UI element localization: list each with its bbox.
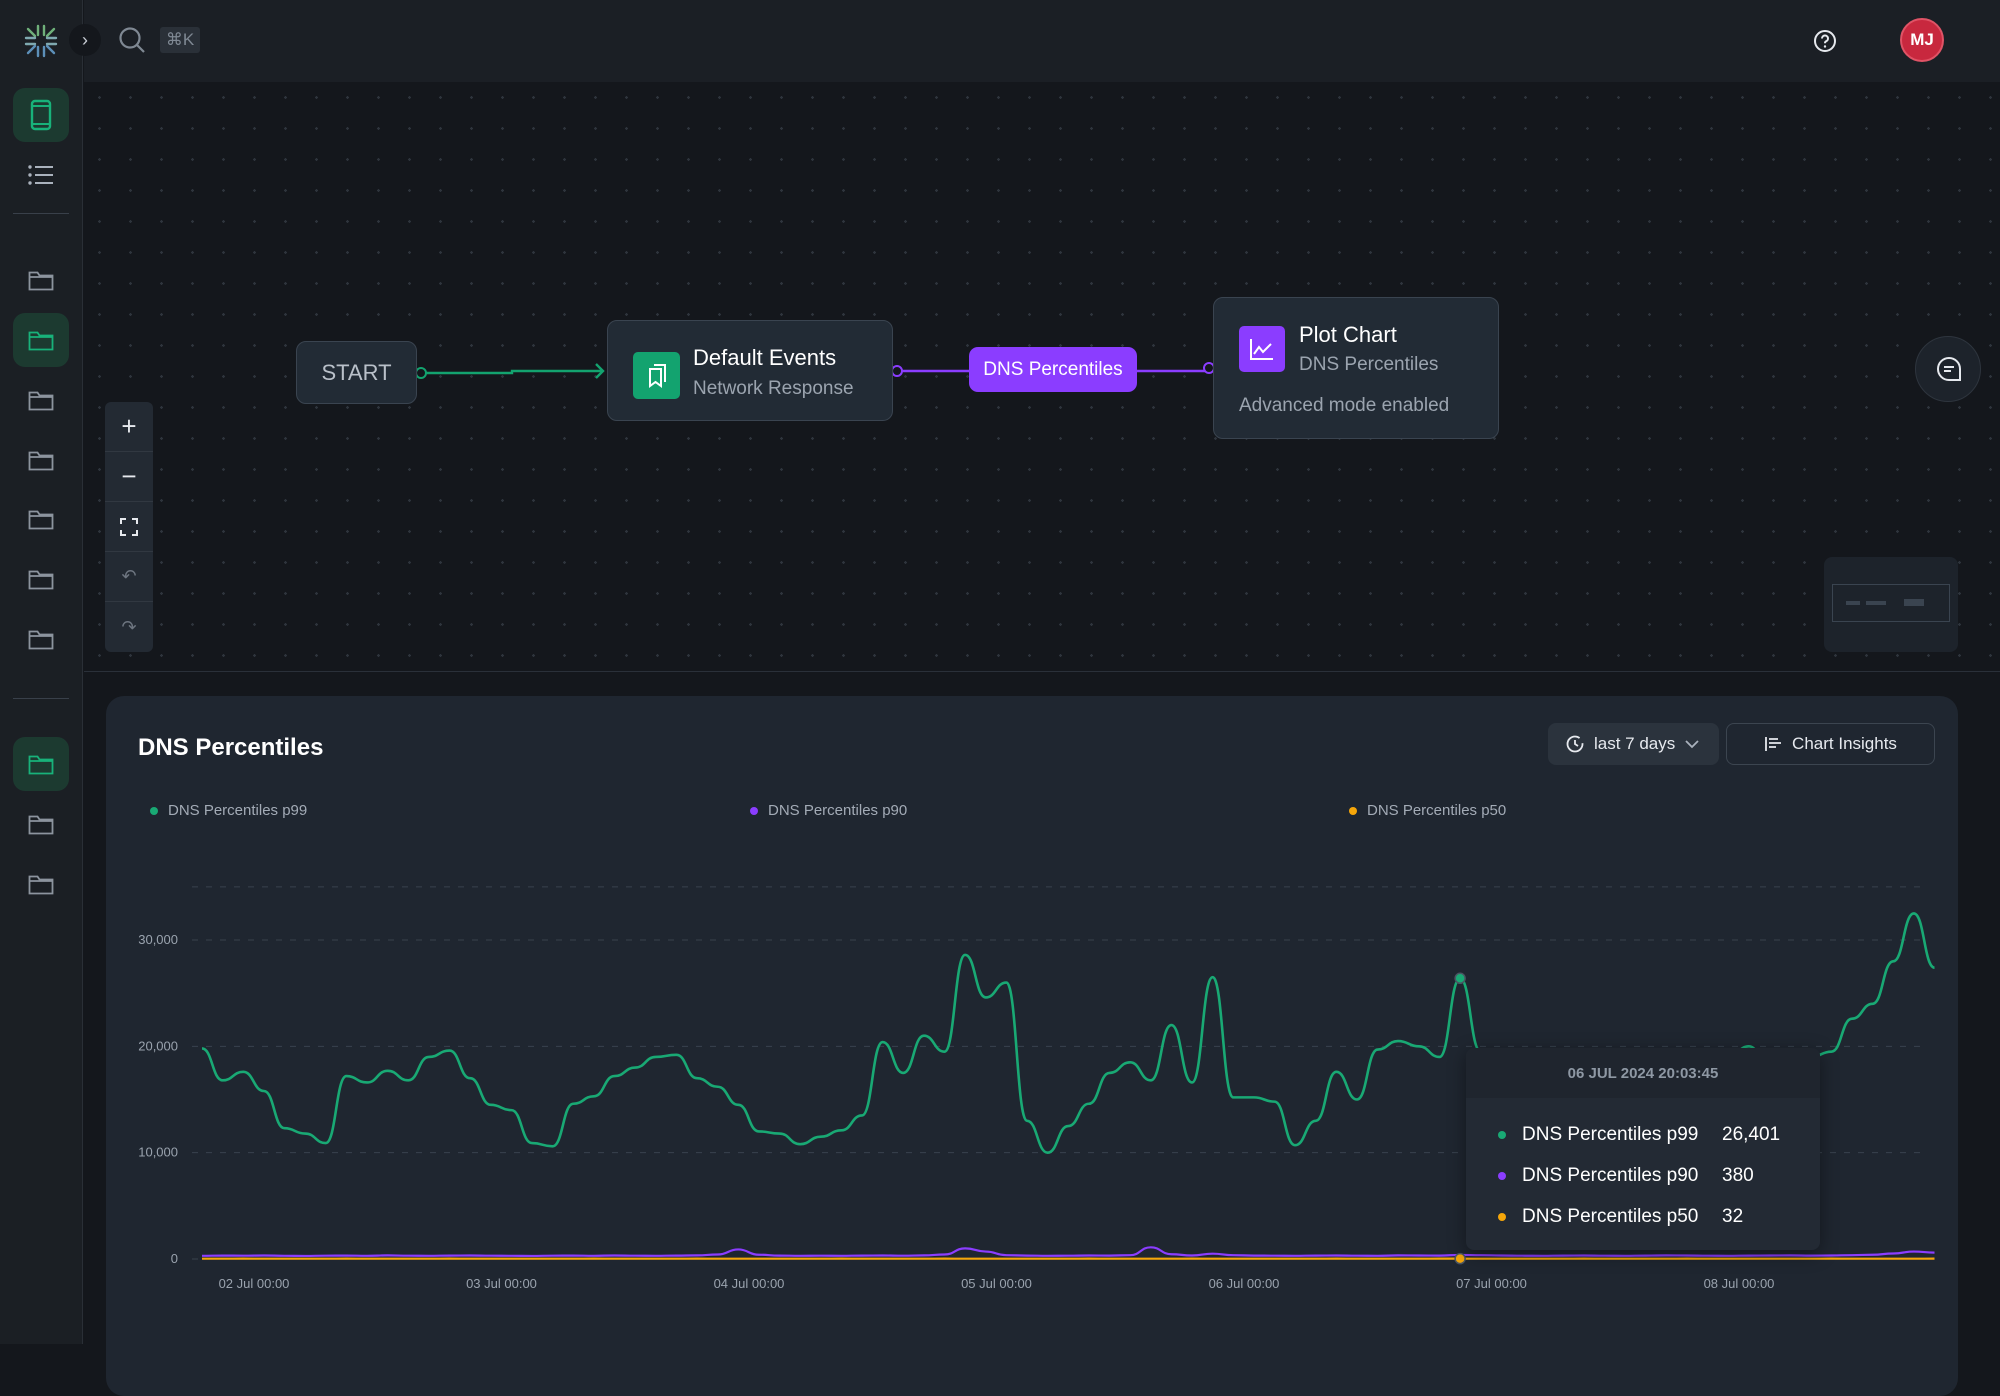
y-tick-label: 0 [171, 1251, 178, 1266]
series-dot [1498, 1172, 1506, 1180]
hover-point-p50 [1455, 1254, 1465, 1264]
series-dot [1498, 1213, 1506, 1221]
series-dot [1498, 1131, 1506, 1139]
tooltip-label: DNS Percentiles p50 [1522, 1206, 1722, 1228]
tooltip-label: DNS Percentiles p99 [1522, 1124, 1722, 1146]
tooltip-label: DNS Percentiles p90 [1522, 1165, 1722, 1187]
y-tick-label: 20,000 [138, 1038, 178, 1053]
x-tick-label: 04 Jul 00:00 [714, 1276, 785, 1291]
y-tick-label: 30,000 [138, 932, 178, 947]
tooltip-value: 32 [1722, 1206, 1743, 1228]
y-tick-label: 10,000 [138, 1145, 178, 1160]
tooltip-value: 26,401 [1722, 1124, 1780, 1146]
x-tick-label: 08 Jul 00:00 [1704, 1276, 1775, 1291]
x-tick-label: 06 Jul 00:00 [1209, 1276, 1280, 1291]
x-tick-label: 03 Jul 00:00 [466, 1276, 537, 1291]
x-tick-label: 07 Jul 00:00 [1456, 1276, 1527, 1291]
x-tick-label: 05 Jul 00:00 [961, 1276, 1032, 1291]
x-tick-label: 02 Jul 00:00 [219, 1276, 290, 1291]
tooltip-time: 06 JUL 2024 20:03:45 [1466, 1048, 1820, 1098]
hover-point-p99 [1455, 973, 1465, 983]
chart-tooltip: 06 JUL 2024 20:03:45 DNS Percentiles p99… [1466, 1048, 1820, 1250]
tooltip-value: 380 [1722, 1165, 1754, 1187]
